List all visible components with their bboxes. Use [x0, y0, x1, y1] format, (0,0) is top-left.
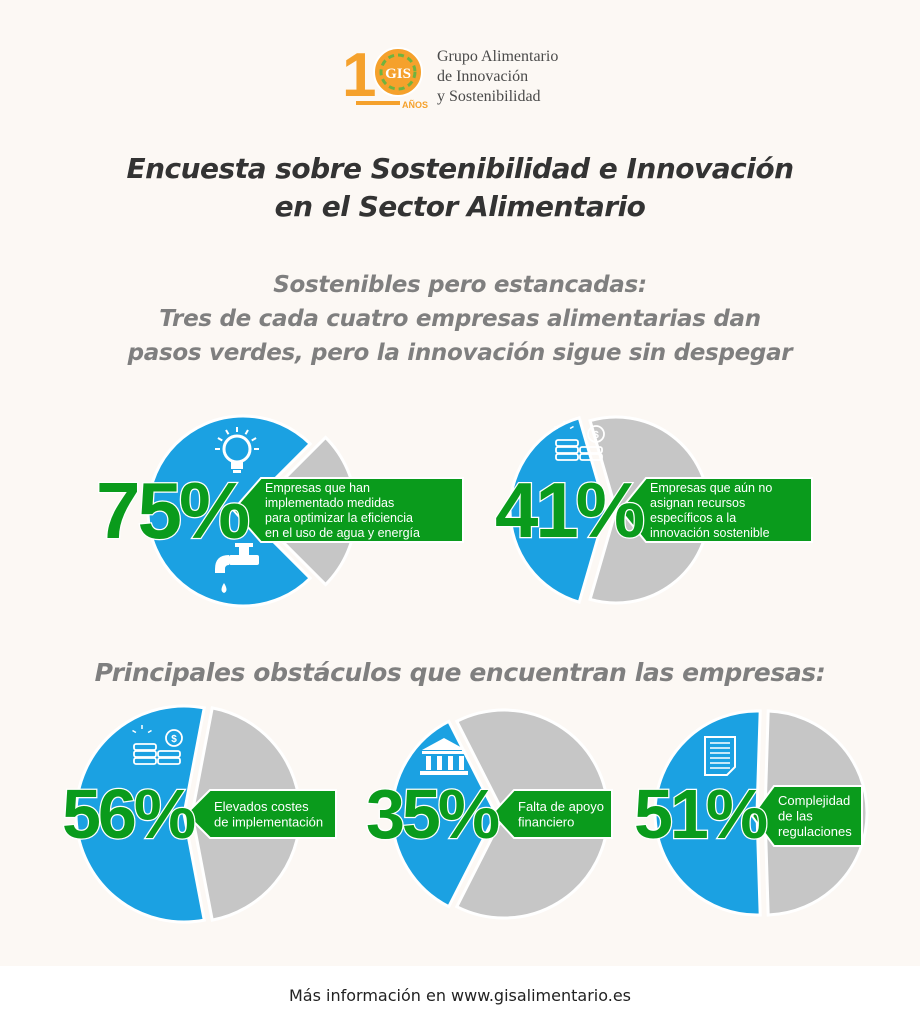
logo-badge-text: GIS	[385, 66, 411, 82]
callout-box	[184, 789, 337, 839]
percent-label: 35%	[366, 775, 499, 853]
subtitle-line: pasos verdes, pero la innovación sigue s…	[127, 340, 793, 366]
callout-label-line: Empresas que aún no	[650, 481, 772, 495]
org-name-line: de Innovación	[437, 68, 529, 85]
main-title: Encuesta sobre Sostenibilidad e Innovaci…	[0, 150, 920, 226]
callout-label-line: financiero	[518, 814, 574, 829]
callout-label-line: de implementación	[214, 814, 323, 829]
pie-slice-value	[508, 415, 608, 605]
callout-label-line: Complejidad	[778, 793, 850, 808]
callout-box	[490, 789, 613, 839]
coins-icon: $	[132, 725, 183, 765]
callout-label-line: Empresas que han	[265, 481, 370, 495]
callout-label-line: Falta de apoyo	[518, 799, 604, 814]
percent-label: 75%	[96, 466, 249, 555]
bank-icon	[420, 738, 468, 775]
main-title-line: en el Sector Alimentario	[274, 190, 646, 223]
percent-label: 41%	[495, 466, 644, 554]
pie-slice-value	[653, 709, 762, 917]
callout-box	[750, 785, 863, 847]
callout-label-line: implementado medidas	[265, 496, 394, 510]
callout-label-line: de las	[778, 809, 813, 824]
logo-leaf-ring	[379, 53, 417, 91]
footer-link-text[interactable]: Más información en www.gisalimentario.es	[288, 986, 631, 1005]
footer: Más información en www.gisalimentario.es	[0, 966, 920, 1024]
logo-years-digit: 1	[342, 41, 376, 110]
pie-slice-value	[146, 414, 313, 608]
obstacles-title: Principales obstáculos que encuentran la…	[94, 658, 826, 687]
callout-box	[618, 477, 813, 543]
svg-text:$: $	[171, 734, 177, 745]
subtitle-line: Sostenibles pero estancadas:	[273, 272, 647, 298]
logo-underline	[356, 101, 400, 105]
water-tap-icon	[215, 543, 259, 593]
org-name-line: y Sostenibilidad	[437, 88, 541, 105]
percent-label: 56%	[62, 775, 195, 853]
percent-label: 51%	[634, 775, 767, 853]
main-title-line: Encuesta sobre Sostenibilidad e Innovaci…	[126, 152, 794, 185]
subtitle-line: Tres de cada cuatro empresas alimentaria…	[159, 306, 761, 332]
gis-logo: 1 GIS AÑOS	[342, 41, 428, 110]
organization-name: Grupo Alimentario de Innovación y Sosten…	[437, 47, 558, 107]
coins-icon: $	[554, 421, 605, 461]
callout-label-line: innovación sostenible	[650, 526, 770, 540]
callout-label-line: Elevados costes	[214, 799, 309, 814]
callout-label-line: regulaciones	[778, 824, 852, 839]
callout-box	[231, 477, 464, 543]
light-bulb-icon	[215, 427, 259, 473]
pie-slice-value	[74, 704, 206, 924]
pie-slice-value	[390, 719, 498, 909]
callout-label-line: asignan recursos	[650, 496, 745, 510]
document-icon	[704, 736, 736, 776]
callout-label-line: específicos a la	[650, 511, 736, 525]
logo-years-word: AÑOS	[402, 100, 428, 110]
svg-text:$: $	[593, 430, 599, 441]
org-name-line: Grupo Alimentario	[437, 48, 559, 65]
subtitle: Sostenibles pero estancadas: Tres de cad…	[0, 268, 920, 370]
callout-label-line: en el uso de agua y energía	[265, 526, 420, 540]
callout-label-line: para optimizar la eficiencia	[265, 511, 413, 525]
